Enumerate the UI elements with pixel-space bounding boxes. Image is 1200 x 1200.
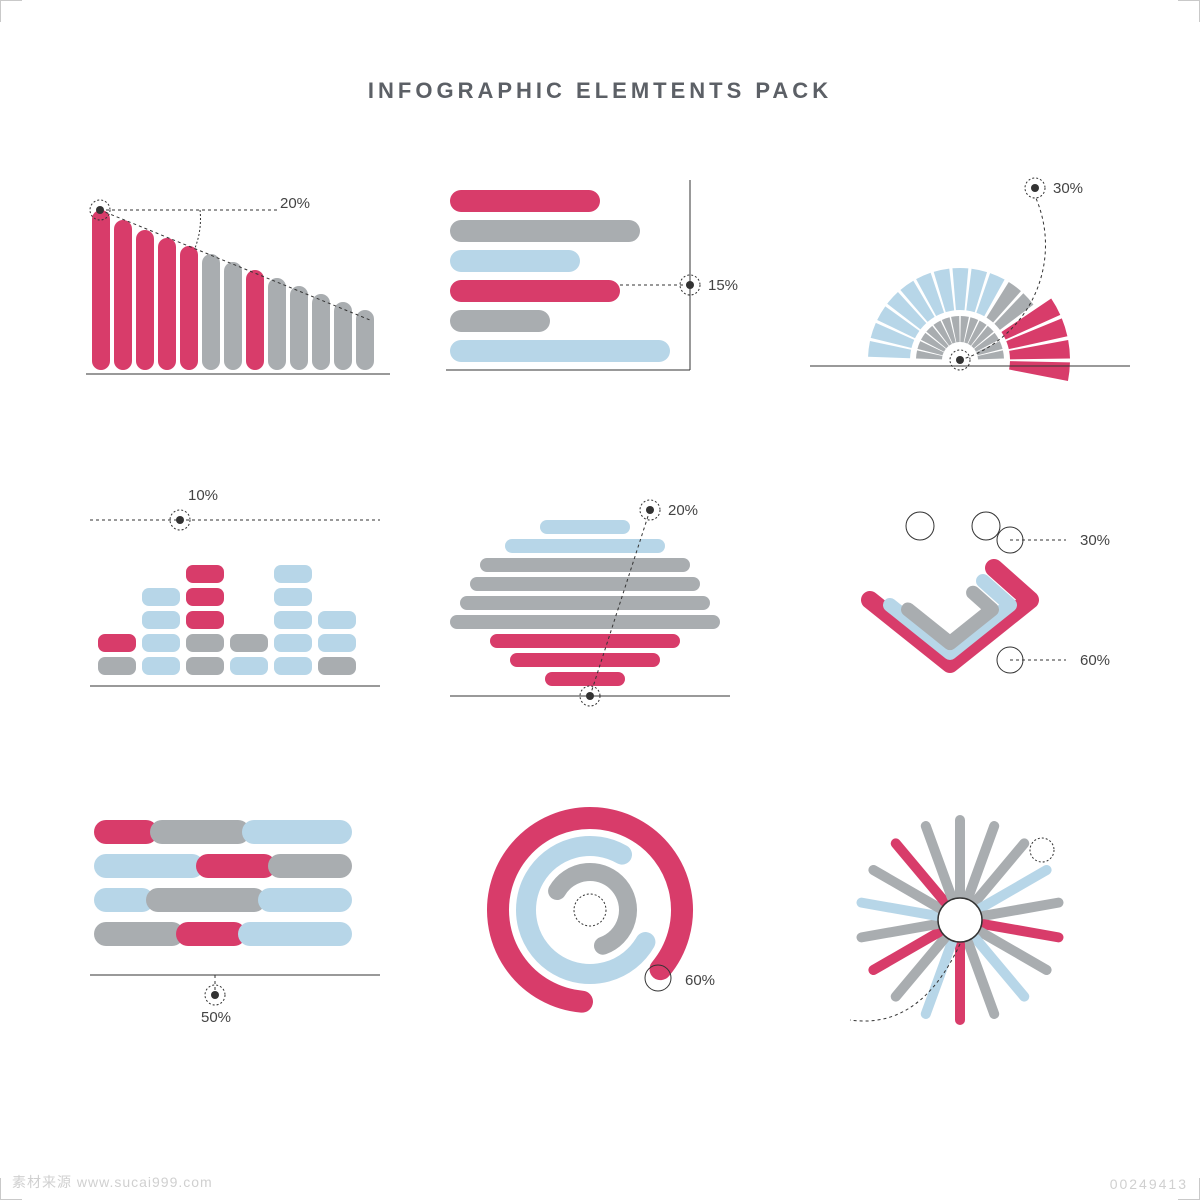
chart-segmented-bars: 50%: [80, 790, 400, 1070]
crop-corner: [0, 0, 22, 22]
image-id: 00249413: [1110, 1176, 1188, 1192]
chart-stacked-blocks: 10%: [80, 480, 400, 760]
svg-text:50%: 50%: [201, 1009, 231, 1026]
chart-nested-diamond: 30% 60%: [800, 480, 1140, 760]
page-title: INFOGRAPHIC ELEMTENTS PACK: [0, 78, 1200, 104]
svg-text:15%: 15%: [708, 277, 738, 294]
svg-text:60%: 60%: [1080, 652, 1110, 669]
svg-text:20%: 20%: [668, 502, 698, 519]
chart-descending-bars: 20%: [80, 170, 400, 450]
svg-text:20%: 20%: [280, 195, 310, 212]
chart-concentric-arcs: 60%: [440, 790, 760, 1070]
watermark-text: 素材来源 www.sucai999.com: [12, 1172, 213, 1192]
chart-centered-rows: 20%: [440, 480, 760, 760]
svg-text:30%: 30%: [1053, 180, 1083, 197]
crop-corner: [1178, 0, 1200, 22]
svg-text:60%: 60%: [685, 972, 715, 989]
chart-grid: 20% 15% 30% 10% 20% 30%60% 50% 60%: [80, 170, 1100, 1070]
chart-radial-fan: 30%: [800, 170, 1140, 450]
svg-text:10%: 10%: [188, 487, 218, 504]
svg-text:30%: 30%: [1080, 532, 1110, 549]
chart-horizontal-bars: 15%: [440, 170, 760, 450]
chart-sunburst: [800, 790, 1140, 1070]
